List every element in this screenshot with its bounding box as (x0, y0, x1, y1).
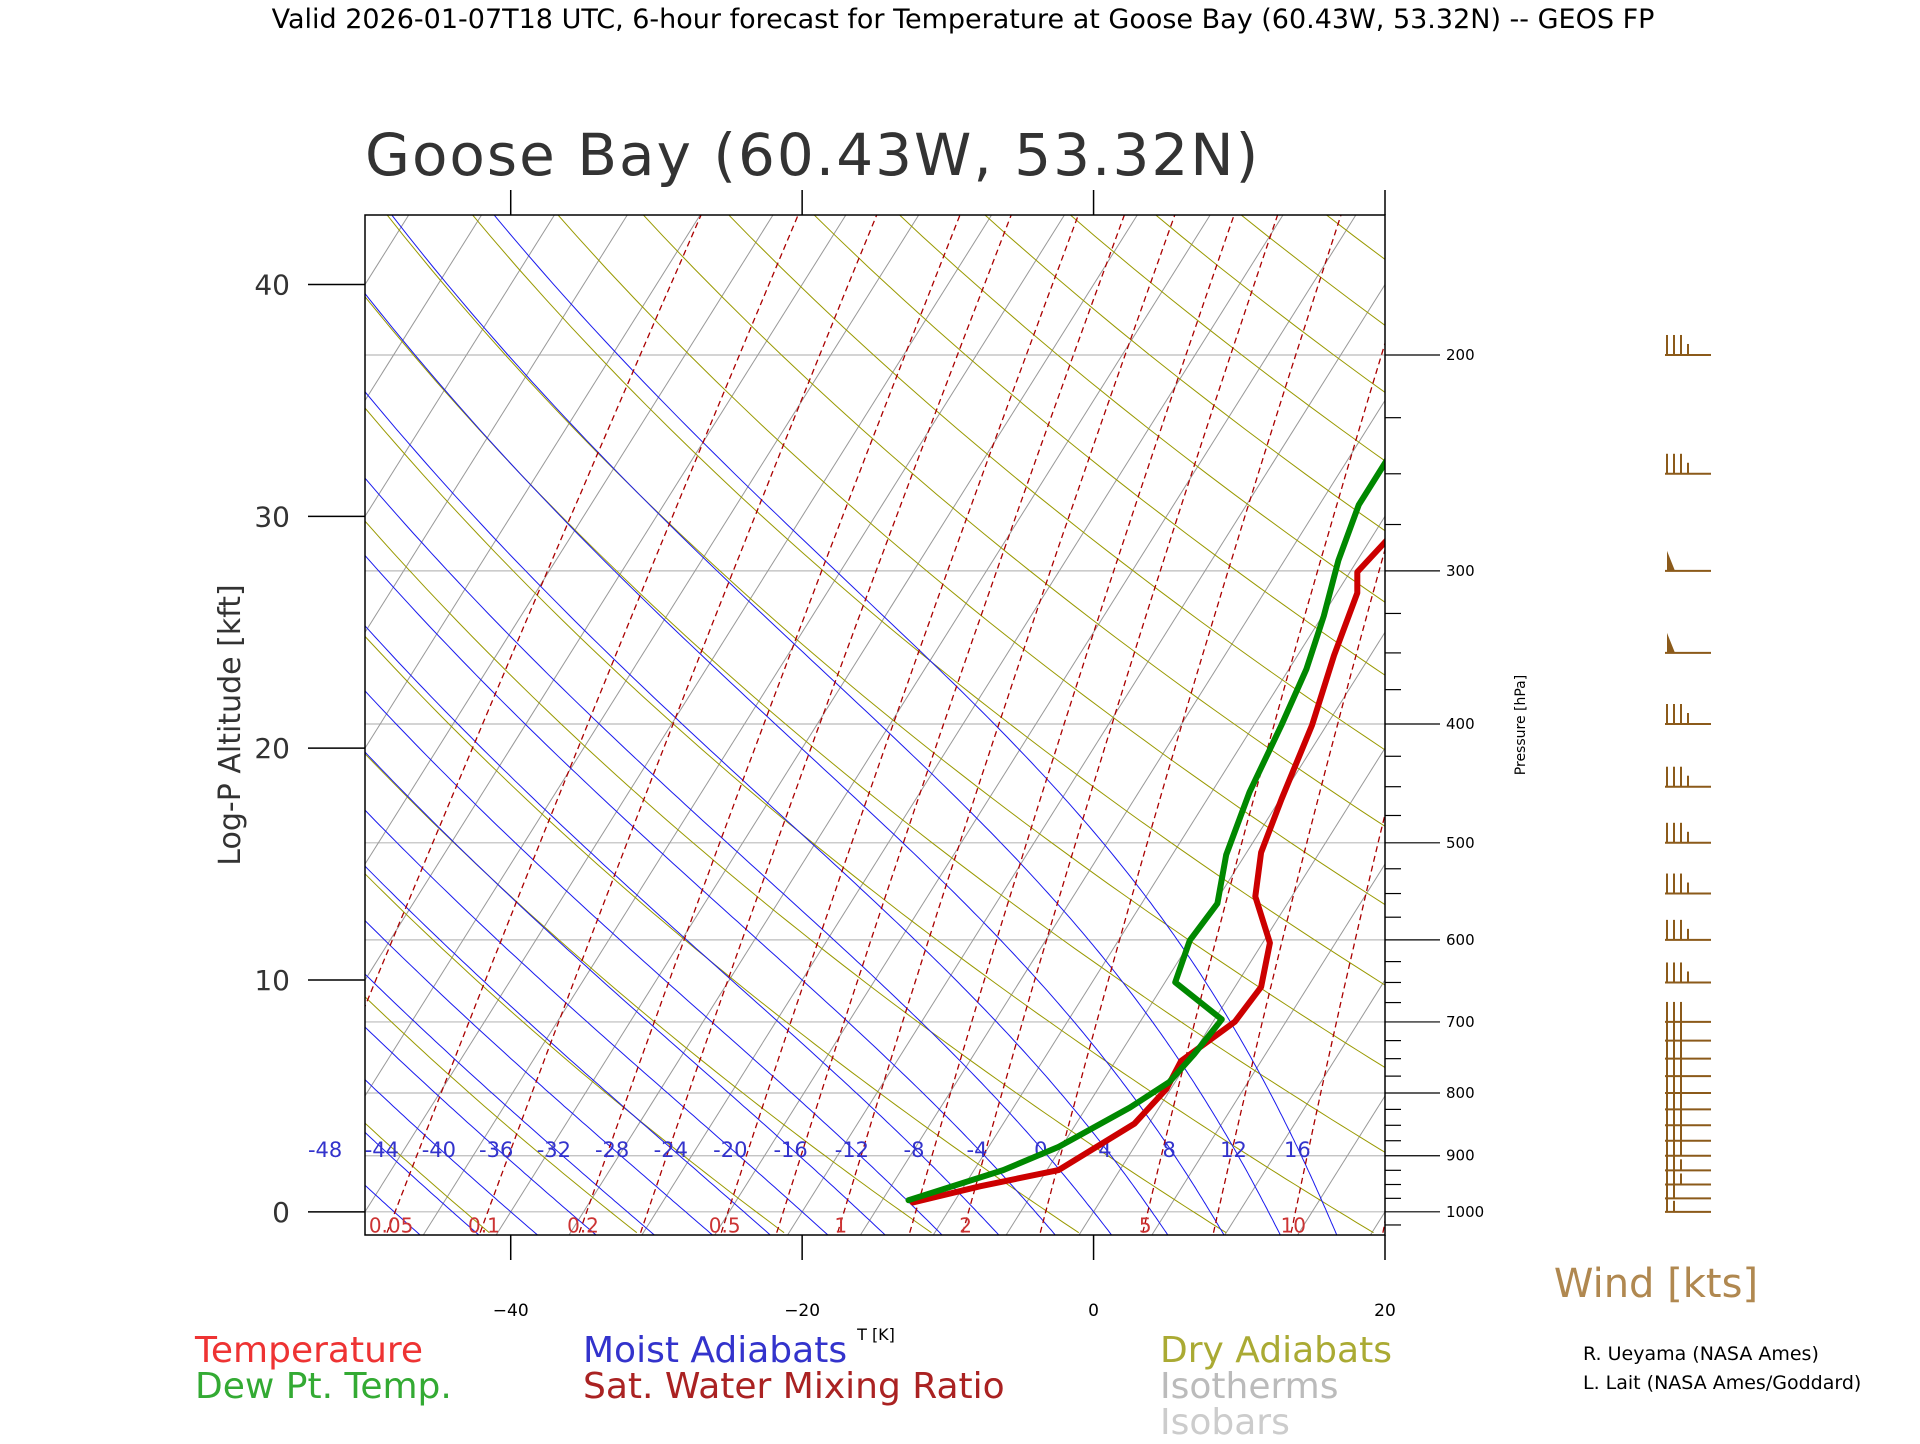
legend-entry: Isotherms (1160, 1366, 1338, 1407)
wind-barb (1665, 823, 1711, 843)
x-tick-label: −40 (493, 1301, 529, 1321)
chart-title: Goose Bay (60.43W, 53.32N) (365, 121, 1260, 189)
moist-adiabat-label: -48 (308, 1138, 342, 1162)
legend-entry: Dew Pt. Temp. (195, 1366, 452, 1407)
mixing-ratio-label: 0.05 (369, 1213, 414, 1237)
credit-line: R. Ueyama (NASA Ames) (1583, 1343, 1819, 1365)
wind-barb (1665, 1165, 1711, 1185)
moist-adiabat-label: 8 (1163, 1138, 1176, 1162)
wind-barb (1665, 874, 1711, 894)
dry-adiabat-line (0, 165, 342, 1233)
y-tick-label: 10 (254, 964, 290, 997)
pressure-tick-label: 700 (1446, 1013, 1475, 1031)
x-axis-label: T [K] (856, 1325, 895, 1344)
wind-barb (1665, 962, 1711, 982)
wind-barb (1665, 1021, 1711, 1041)
wind-barb (1665, 1121, 1711, 1141)
moist-adiabat-line (0, 165, 423, 1238)
isotherm-line (0, 215, 336, 1235)
mixing-ratio-label: 10 (1281, 1213, 1306, 1237)
wind-barb-pennant (1667, 551, 1675, 571)
wind-barb (1665, 454, 1711, 474)
moist-adiabat-label: -44 (365, 1138, 399, 1162)
pressure-tick-label: 400 (1446, 715, 1475, 733)
isotherm-line (0, 215, 409, 1235)
mixing-ratio-line (1450, 165, 1685, 1233)
moist-adiabat-label: -8 (904, 1138, 925, 1162)
wind-barb (1665, 1105, 1711, 1125)
credit-line: L. Lait (NASA Ames/Goddard) (1583, 1372, 1861, 1394)
y-axis-label: Log-P Altitude [kft] (213, 584, 248, 865)
moist-adiabat-label: 12 (1220, 1138, 1247, 1162)
wind-barb (1665, 551, 1711, 571)
pressure-tick-label: 1000 (1446, 1203, 1484, 1221)
wind-barb (1665, 335, 1711, 355)
y-tick-label: 20 (254, 732, 290, 765)
legend-entry: Temperature (194, 1330, 423, 1371)
moist-adiabat-label: 16 (1284, 1138, 1311, 1162)
mixing-ratio-line (1722, 165, 1898, 1233)
moist-adiabat-label: -20 (713, 1138, 747, 1162)
moist-adiabat-label: -4 (967, 1138, 988, 1162)
mixing-ratio-label: 5 (1139, 1213, 1152, 1237)
isotherm-line (1298, 215, 1920, 1235)
y-tick-label: 30 (254, 500, 290, 533)
wind-barb (1665, 1150, 1711, 1170)
wind-barb (1665, 920, 1711, 940)
wind-barb-pennant (1667, 633, 1675, 653)
wind-barb (1665, 1136, 1711, 1156)
y-tick-label: 40 (254, 269, 290, 302)
pressure-tick-label: 600 (1446, 931, 1475, 949)
mixing-ratio-line (1383, 165, 1632, 1233)
wind-title: Wind [kts] (1554, 1261, 1758, 1307)
moist-adiabat-label: -12 (835, 1138, 869, 1162)
moist-adiabat-label: -32 (537, 1138, 571, 1162)
moist-adiabat-label: -24 (654, 1138, 688, 1162)
wind-barb (1665, 1178, 1711, 1198)
mixing-ratio-label: 1 (834, 1213, 847, 1237)
legend-entry: Sat. Water Mixing Ratio (583, 1366, 1005, 1407)
plot-background (365, 215, 1385, 1235)
pressure-tick-label: 800 (1446, 1084, 1475, 1102)
mixing-ratio-label: 0.1 (468, 1213, 500, 1237)
wind-barb (1665, 1192, 1711, 1212)
legend-entry: Isobars (1160, 1402, 1290, 1440)
mixing-ratio-line (1620, 165, 1819, 1233)
x-tick-label: 0 (1088, 1301, 1099, 1321)
legend-entry: Moist Adiabats (583, 1330, 847, 1371)
page-title: Valid 2026-01-07T18 UTC, 6-hour forecast… (272, 4, 1655, 35)
wind-barb (1665, 1039, 1711, 1059)
wind-barb (1665, 1002, 1711, 1022)
pressure-tick-label: 900 (1446, 1147, 1475, 1165)
wind-barb (1665, 767, 1711, 787)
x-tick-label: 20 (1374, 1301, 1396, 1321)
mixing-ratio-label: 0.5 (709, 1213, 741, 1237)
wind-barbs (1665, 335, 1711, 1212)
pressure-tick-label: 300 (1446, 562, 1475, 580)
pressure-axis-label: Pressure [hPa] (1513, 675, 1529, 775)
credits: R. Ueyama (NASA Ames) L. Lait (NASA Ames/… (1583, 1343, 1861, 1394)
y-tick-label: 0 (272, 1196, 290, 1229)
moist-adiabat-label: -16 (773, 1138, 807, 1162)
wind-barb (1665, 704, 1711, 724)
x-tick-label: −20 (784, 1301, 820, 1321)
moist-adiabat-label: -36 (479, 1138, 513, 1162)
mixing-ratio-line (1548, 165, 1762, 1233)
moist-adiabat-label: -40 (422, 1138, 456, 1162)
isotherm-line (1516, 215, 1920, 1235)
moist-adiabat-label: -28 (595, 1138, 629, 1162)
pressure-tick-label: 500 (1446, 834, 1475, 852)
mixing-ratio-label: 0.2 (567, 1213, 599, 1237)
wind-barb (1665, 633, 1711, 653)
pressure-tick-label: 200 (1446, 346, 1475, 364)
mixing-ratio-label: 2 (959, 1213, 972, 1237)
legend-entry: Dry Adiabats (1160, 1330, 1392, 1371)
